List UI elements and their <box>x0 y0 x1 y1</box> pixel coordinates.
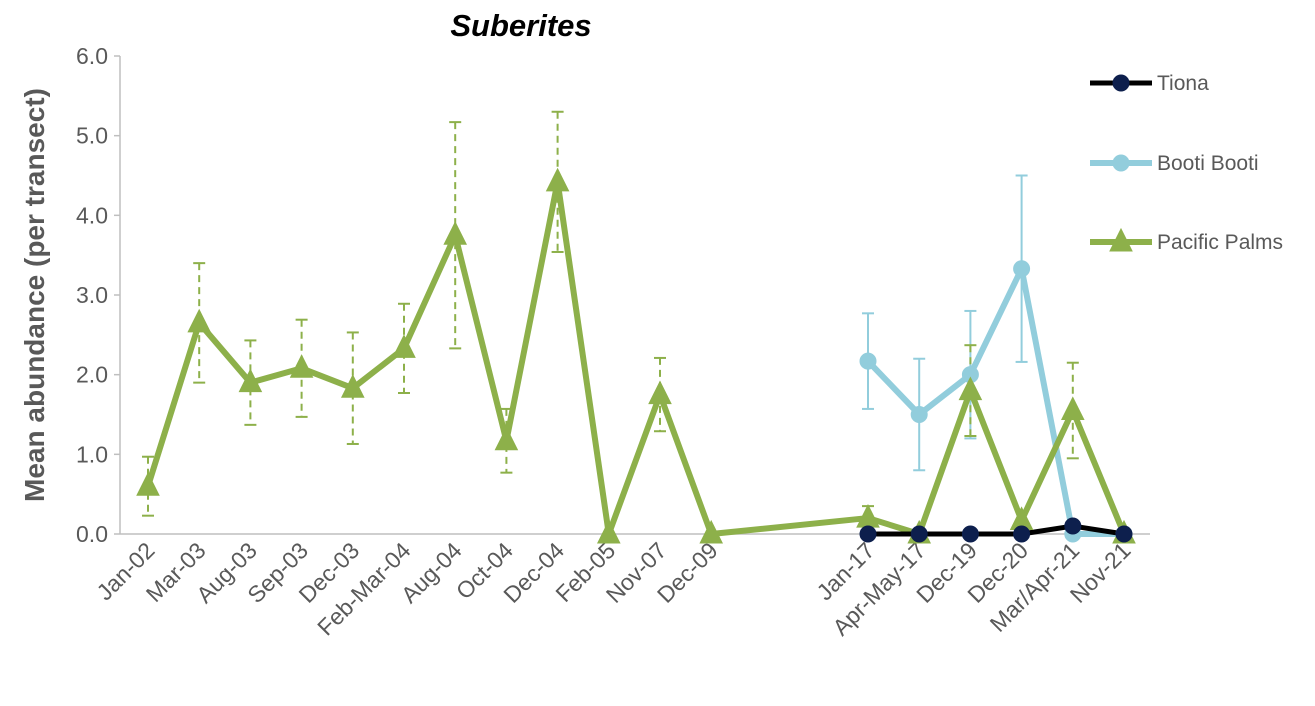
data-point-tiona <box>961 525 979 543</box>
data-point-tiona <box>859 525 877 543</box>
series-line-booti-booti <box>865 265 1124 537</box>
data-point-tiona <box>1115 525 1133 543</box>
data-point-pacific-palms <box>648 380 672 405</box>
series-markers <box>136 167 1136 544</box>
series-line-pacific-palms <box>145 178 1127 537</box>
data-point-pacific-palms <box>238 368 263 393</box>
series-lines <box>145 178 1127 537</box>
series-line-tiona <box>868 523 1125 537</box>
legend-swatch-marker <box>1112 74 1130 92</box>
legend-label: Booti Booti <box>1157 152 1259 175</box>
y-tick-label: 0.0 <box>76 521 108 547</box>
data-point-pacific-palms <box>545 167 570 192</box>
x-ticks: Jan-02Mar-03Aug-03Sep-03Dec-03Feb-Mar-04… <box>91 537 1135 640</box>
data-point-pacific-palms <box>443 221 468 245</box>
data-point-pacific-palms <box>494 426 519 451</box>
data-point-pacific-palms <box>187 308 212 333</box>
data-point-tiona <box>1064 517 1082 535</box>
data-point-tiona <box>1013 525 1031 543</box>
data-point-pacific-palms <box>699 519 724 544</box>
data-point-pacific-palms <box>136 472 160 496</box>
data-point-tiona <box>910 525 928 543</box>
y-ticks: 0.0 1.0 2.0 3.0 4.0 5.0 6.0 <box>76 43 120 547</box>
data-point-pacific-palms <box>958 376 983 401</box>
legend-swatch-marker <box>1112 154 1130 172</box>
y-tick-label: 5.0 <box>76 123 108 149</box>
data-point-pacific-palms <box>392 334 416 358</box>
legend: Tiona Booti Booti Pacific Palms <box>1090 72 1283 254</box>
y-tick-label: 1.0 <box>76 441 108 467</box>
data-point-booti-booti <box>910 406 928 423</box>
data-point-pacific-palms <box>1060 396 1085 421</box>
data-point-booti-booti <box>1013 260 1031 278</box>
y-tick-label: 6.0 <box>76 43 108 69</box>
legend-label: Pacific Palms <box>1157 231 1283 254</box>
y-tick-label: 2.0 <box>76 362 108 388</box>
legend-swatch-marker <box>1109 227 1133 252</box>
data-point-pacific-palms <box>340 374 365 398</box>
data-point-pacific-palms <box>289 354 314 378</box>
data-point-booti-booti <box>859 352 877 370</box>
y-tick-label: 4.0 <box>76 202 108 228</box>
y-tick-label: 3.0 <box>76 282 108 308</box>
error-bars <box>142 110 1079 532</box>
data-point-pacific-palms <box>596 519 621 544</box>
chart-title: Suberites <box>450 8 591 43</box>
y-axis-label: Mean abundance (per transect) <box>19 88 50 502</box>
legend-label: Tiona <box>1157 72 1209 95</box>
